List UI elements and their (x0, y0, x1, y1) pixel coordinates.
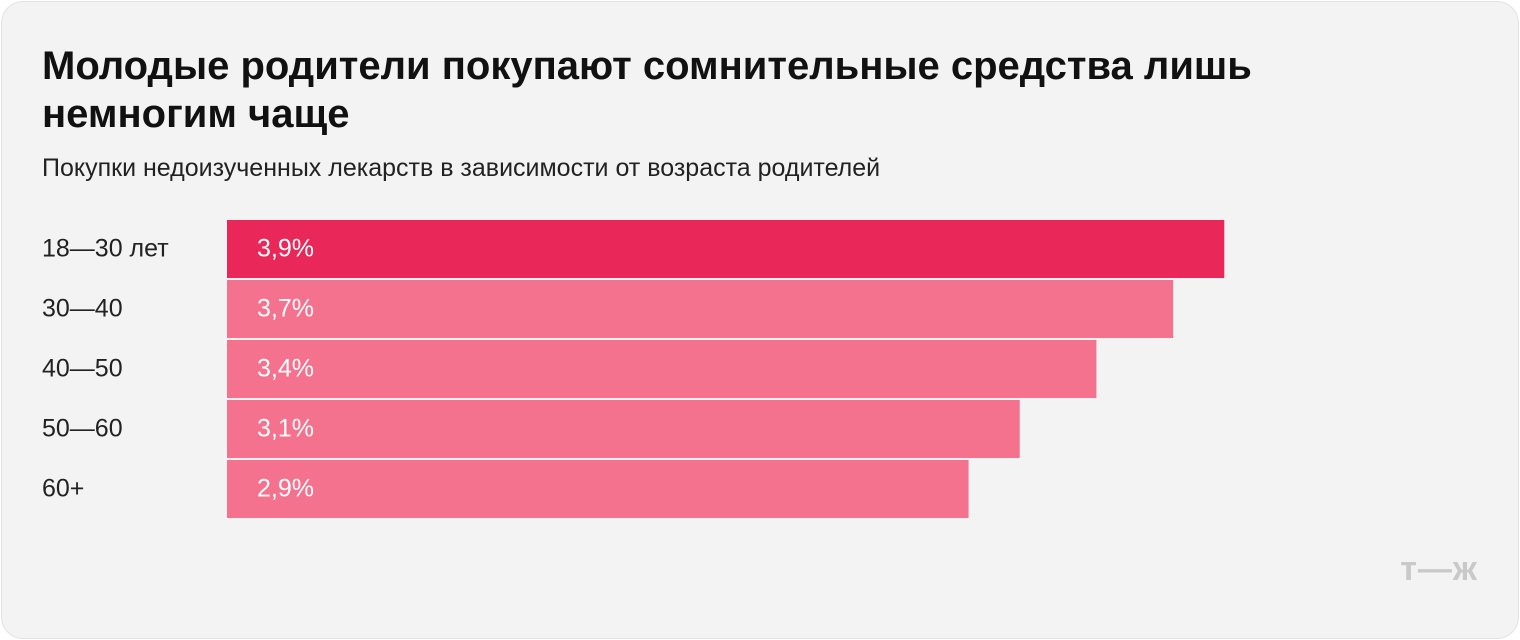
category-label: 40—50 (42, 355, 123, 383)
logo: т—ж (1400, 550, 1478, 588)
value-label: 2,9% (257, 475, 314, 503)
value-label: 3,7% (257, 295, 314, 323)
bar (227, 220, 1225, 278)
value-label: 3,4% (257, 355, 314, 383)
chart-subtitle: Покупки недоизученных лекарств в зависим… (42, 154, 881, 182)
value-label: 3,1% (257, 415, 314, 443)
category-label: 18—30 лет (42, 235, 169, 263)
category-label: 60+ (42, 475, 84, 503)
bar (227, 280, 1174, 338)
chart-title: Молодые родители покупают сомнительные с… (42, 44, 1252, 136)
value-label: 3,9% (257, 235, 314, 263)
category-label: 50—60 (42, 415, 123, 443)
bar (227, 460, 969, 518)
bar (227, 400, 1020, 458)
category-label: 30—40 (42, 295, 123, 323)
bar (227, 340, 1097, 398)
